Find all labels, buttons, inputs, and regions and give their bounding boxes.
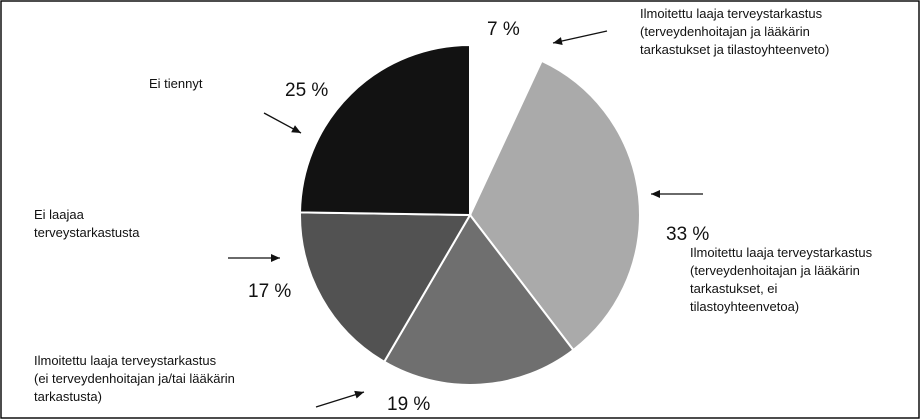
value-label-1: 7 % <box>487 19 520 40</box>
category-label-3: Ilmoitettu laaja terveystarkastus (ei ter… <box>34 353 235 404</box>
pie-slice-3 <box>382 213 575 386</box>
value-label-5: 25 % <box>285 80 328 101</box>
arrow-head-2 <box>651 190 660 198</box>
value-label-4: 17 % <box>248 281 291 302</box>
category-label-line: tarkastusta) <box>34 389 102 404</box>
pie-slices <box>299 43 641 386</box>
category-label-4: Ei laajaa terveystarkastusta <box>34 207 140 240</box>
category-label-line: Ilmoitettu laaja terveystarkastus <box>34 353 217 368</box>
category-label-5: Ei tiennyt <box>149 76 203 91</box>
callout-arrow-1 <box>552 30 608 44</box>
category-label-line: tarkastukset, ei <box>690 281 778 296</box>
category-label-line: (terveydenhoitajan ja lääkärin <box>640 24 810 39</box>
arrow-head-1 <box>553 37 563 45</box>
arrow-head-5 <box>291 125 301 133</box>
category-label-2: Ilmoitettu laaja terveystarkastus (tervey… <box>690 245 873 314</box>
pie-labels: 7 % 33 % 19 % 17 % 25 % Ilmoitettu laaja terv… <box>34 6 873 415</box>
category-label-1: Ilmoitettu laaja terveystarkastus (tervey… <box>640 6 829 57</box>
category-label-line: Ilmoitettu laaja terveystarkastus <box>640 6 823 21</box>
category-label-line: terveystarkastusta <box>34 225 140 240</box>
category-label-line: (ei terveydenhoitajan ja/tai lääkärin <box>34 371 235 386</box>
category-label-line: tilastoyhteenvetoa) <box>690 299 799 314</box>
category-label-line: Ei tiennyt <box>149 76 203 91</box>
category-label-line: (terveydenhoitajan ja lääkärin <box>690 263 860 278</box>
pie-slice-2 <box>468 59 641 352</box>
pie-slice-5 <box>299 43 471 217</box>
pie-slice-4 <box>299 211 472 364</box>
category-label-line: Ei laajaa <box>34 207 85 222</box>
arrow-head-4 <box>271 254 280 262</box>
category-label-line: tarkastukset ja tilastoyhteenveto) <box>640 42 829 57</box>
value-label-2: 33 % <box>666 224 709 245</box>
callout-arrows <box>228 30 703 408</box>
arrow-head-3 <box>354 390 364 399</box>
value-label-3: 19 % <box>387 394 430 415</box>
category-label-line: Ilmoitettu laaja terveystarkastus <box>690 245 873 260</box>
